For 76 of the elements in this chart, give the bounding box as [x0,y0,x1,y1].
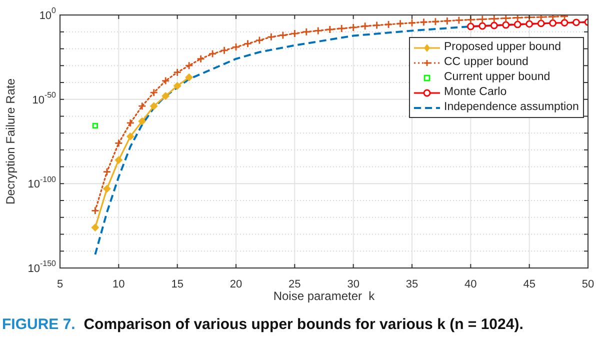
point [372,21,381,30]
point [466,16,475,24]
legend-label: Independence assumption [444,100,579,115]
point [114,138,123,148]
x-tick-label: 15 [171,278,184,291]
point [560,19,568,26]
x-tick-label: 10 [112,278,125,291]
x-tick-label: 20 [230,278,242,291]
point [185,74,193,82]
point [173,68,182,77]
point [537,20,545,28]
point [420,18,428,26]
point [408,18,416,28]
point [502,15,510,22]
point [220,46,228,55]
point [196,54,205,64]
point [349,23,358,32]
point [502,21,510,29]
point [431,17,440,26]
point [572,18,580,26]
point [326,25,334,34]
legend-label: CC upper bound [444,55,528,70]
point [255,36,264,44]
point [138,118,146,125]
x-tick-label: 40 [464,278,477,291]
legend-label: Proposed upper bound [444,40,562,55]
point [478,22,486,30]
x-axis-title: Noise parameter k [273,289,376,304]
x-tick-label: 25 [288,278,301,291]
point [184,61,194,70]
point [232,42,240,52]
legend-label: Current upper bound [444,70,550,85]
point [114,156,122,164]
x-tick-label: 50 [582,278,594,291]
x-tick-label: 35 [406,278,418,291]
point [91,206,100,215]
point [138,102,146,110]
point [360,22,370,30]
point [302,28,311,36]
point [466,22,474,30]
text: FIGURE 7. Comparison of various upper bounds for various k (n = 1024). [2,316,524,333]
point [514,20,522,28]
point [174,82,182,90]
point [454,16,464,24]
point [103,185,111,192]
point [161,76,170,85]
point [162,92,170,100]
point [102,168,112,176]
x-tick-label: 5 [56,278,64,291]
point [150,88,158,97]
point [278,31,288,40]
point [443,16,452,26]
point [384,20,393,29]
point [490,22,498,30]
point [396,19,404,28]
point [208,50,217,58]
point [92,122,98,128]
point [536,15,546,22]
point [526,20,534,28]
point [290,29,299,38]
x-tick-label: 30 [347,278,360,291]
point [549,19,556,27]
point [92,224,99,232]
point [126,118,135,128]
point [490,15,498,23]
point [126,132,134,140]
x-tick-label: 45 [523,278,536,291]
point [150,102,158,110]
point [267,32,276,42]
point [244,39,252,48]
point [314,26,322,35]
point [525,15,534,22]
y-axis-title: Decryption Failure Rate [4,78,18,205]
legend-label: Monte Carlo [444,85,507,100]
point [478,15,487,24]
point [337,24,346,33]
